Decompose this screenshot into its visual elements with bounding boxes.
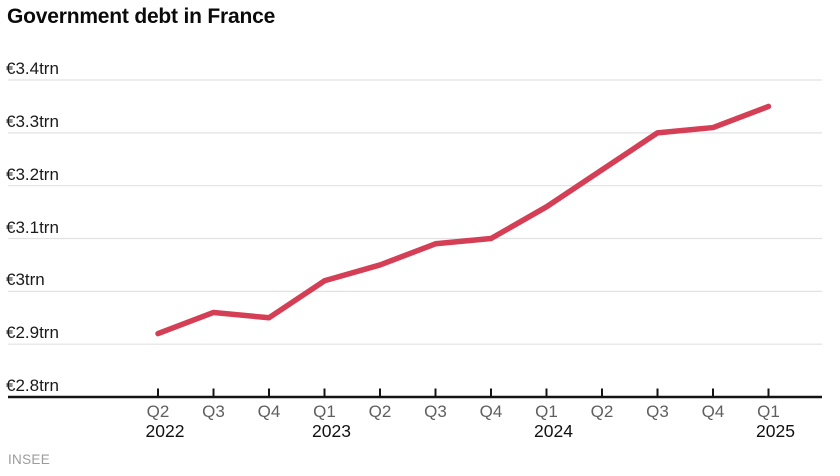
y-axis-label: €3.3trn xyxy=(6,111,59,131)
x-axis-quarter-label: Q3 xyxy=(424,402,447,421)
x-axis-quarter-label: Q4 xyxy=(257,402,281,421)
y-axis-label: €3.1trn xyxy=(6,217,59,237)
y-axis-label: €3trn xyxy=(6,270,45,290)
debt-line-series xyxy=(155,103,772,337)
source-label: INSEE xyxy=(8,452,51,467)
y-axis-label: €3.2trn xyxy=(6,164,59,184)
x-axis-quarter-label: Q3 xyxy=(646,402,669,421)
x-axis-quarter-label: Q1 xyxy=(535,402,558,421)
x-axis-quarter-label: Q3 xyxy=(202,402,225,421)
x-axis-quarter-label: Q4 xyxy=(701,402,725,421)
x-axis-quarter-label: Q1 xyxy=(757,402,780,421)
x-axis-year-label: 2022 xyxy=(145,421,185,441)
x-axis-year-label: 2023 xyxy=(312,421,351,441)
y-axis-label: €2.8trn xyxy=(6,376,59,395)
x-axis-quarter-label: Q2 xyxy=(368,402,392,421)
x-axis-quarter-label: Q4 xyxy=(479,402,503,421)
y-axis-label: €2.9trn xyxy=(6,323,59,343)
x-axis-quarter-label: Q2 xyxy=(146,402,170,421)
x-axis-quarter-label: Q2 xyxy=(590,402,614,421)
x-axis-quarter-label: Q1 xyxy=(313,402,336,421)
chart-title: Government debt in France xyxy=(7,5,276,28)
x-axis-year-label: 2024 xyxy=(534,421,573,441)
x-axis-year-label: 2025 xyxy=(756,421,795,441)
y-axis-label: €3.4trn xyxy=(6,59,59,79)
